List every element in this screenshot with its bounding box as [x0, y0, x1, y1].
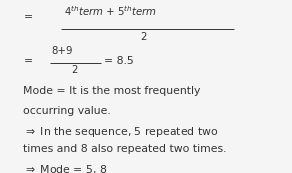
Text: occurring value.: occurring value. — [23, 106, 111, 116]
Text: 2: 2 — [71, 65, 78, 75]
Text: $4^{th}$$\it{term}$ + $5^{th}$$\it{term}$: $4^{th}$$\it{term}$ + $5^{th}$$\it{term}… — [64, 4, 157, 18]
Text: $\Rightarrow$ In the sequence, 5 repeated two: $\Rightarrow$ In the sequence, 5 repeate… — [23, 125, 219, 139]
Text: = 8.5: = 8.5 — [104, 56, 133, 66]
Text: 2: 2 — [140, 32, 146, 42]
Text: Mode = It is the most frequently: Mode = It is the most frequently — [23, 86, 201, 96]
Text: 8+9: 8+9 — [51, 46, 73, 56]
Text: $\Rightarrow$ Mode = 5, 8: $\Rightarrow$ Mode = 5, 8 — [23, 163, 108, 173]
Text: =: = — [23, 56, 32, 66]
Text: times and 8 also repeated two times.: times and 8 also repeated two times. — [23, 144, 227, 154]
Text: =: = — [23, 12, 32, 22]
